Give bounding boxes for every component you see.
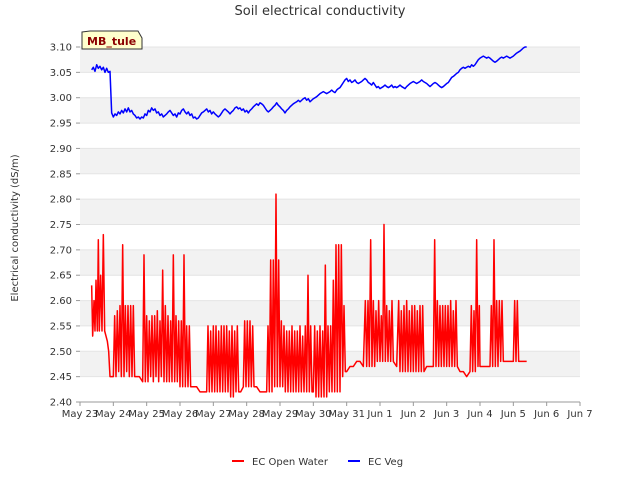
x-tick-label: May 25 — [128, 409, 165, 420]
grid-band — [80, 249, 580, 276]
series-line-ec-veg — [91, 46, 527, 120]
x-tick-label: Jun 4 — [466, 409, 492, 420]
x-tick-label: May 30 — [295, 409, 332, 420]
legend-label: EC Veg — [368, 457, 403, 468]
x-tick-label: May 23 — [62, 409, 99, 420]
chart-title: Soil electrical conductivity — [234, 4, 405, 19]
y-tick-label: 2.90 — [50, 144, 72, 155]
y-tick-label: 2.60 — [50, 296, 72, 307]
y-tick-label: 2.70 — [50, 245, 72, 256]
y-tick-label: 2.95 — [50, 119, 72, 130]
y-tick-label: 2.40 — [50, 398, 72, 409]
grid-band — [80, 148, 580, 174]
y-axis-label: Electrical conductivity (dS/m) — [10, 154, 21, 301]
site-badge-label: MB_tule — [87, 35, 136, 48]
x-tick-label: Jun 7 — [566, 409, 592, 420]
x-tick-label: May 24 — [95, 409, 132, 420]
x-tick-label: May 27 — [195, 409, 232, 420]
series-layer — [90, 46, 527, 398]
legend-label: EC Open Water — [252, 457, 329, 468]
y-tick-label: 2.80 — [50, 195, 72, 206]
x-tick-label: May 26 — [162, 409, 199, 420]
x-tick-label: Jun 2 — [400, 409, 426, 420]
grid-band — [80, 97, 580, 124]
y-axis: 2.40 2.45 2.50 2.55 2.60 2.65 2.70 2.75 2.80 2.85… — [50, 43, 80, 409]
series-line-ec-open-water — [90, 193, 527, 398]
x-tick-label: May 31 — [328, 409, 365, 420]
y-tick-label: 2.65 — [50, 271, 72, 282]
grid-band — [80, 47, 580, 73]
y-tick-label: 3.05 — [50, 68, 72, 79]
x-tick-label: Jun 5 — [500, 409, 526, 420]
site-badge: MB_tule — [81, 30, 143, 50]
y-tick-label: 3.10 — [50, 43, 72, 54]
y-tick-label: 2.75 — [50, 220, 72, 231]
y-tick-label: 2.85 — [50, 169, 72, 180]
x-tick-label: May 28 — [228, 409, 265, 420]
x-tick-label: Jun 3 — [433, 409, 459, 420]
grid-band — [80, 199, 580, 225]
legend: EC Open Water EC Veg — [232, 457, 403, 468]
x-tick-label: Jun 1 — [366, 409, 392, 420]
y-tick-label: 2.45 — [50, 372, 72, 383]
x-tick-label: Jun 6 — [533, 409, 559, 420]
x-tick-label: May 29 — [262, 409, 299, 420]
y-tick-label: 2.50 — [50, 347, 72, 358]
y-tick-label: 2.55 — [50, 321, 72, 332]
y-tick-label: 3.00 — [50, 93, 72, 104]
